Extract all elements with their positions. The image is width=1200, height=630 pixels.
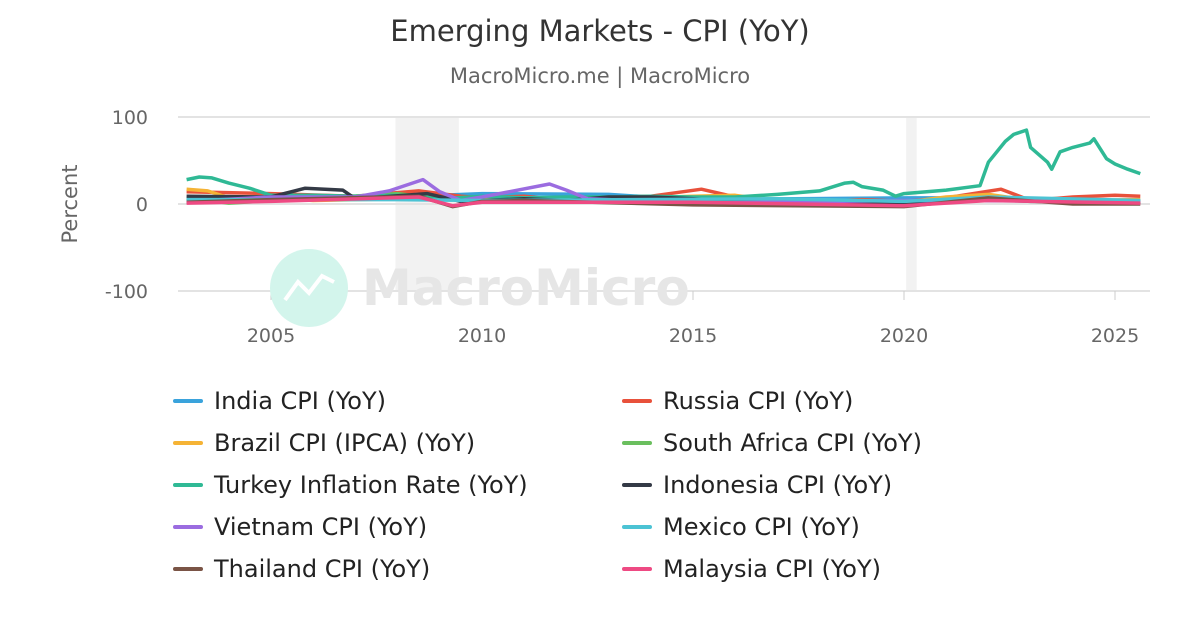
chart-title: Emerging Markets - CPI (YoY) <box>390 14 810 48</box>
legend-swatch <box>173 525 203 529</box>
legend-label: Indonesia CPI (YoY) <box>663 471 893 499</box>
legend-label: Vietnam CPI (YoY) <box>214 513 428 541</box>
legend-swatch <box>622 441 652 445</box>
legend-label: Thailand CPI (YoY) <box>214 555 431 583</box>
legend-item[interactable]: Malaysia CPI (YoY) <box>622 555 881 583</box>
legend-item[interactable]: Mexico CPI (YoY) <box>622 513 860 541</box>
legend-swatch <box>622 399 652 403</box>
legend-item[interactable]: South Africa CPI (YoY) <box>622 429 922 457</box>
y-tick-label: 0 <box>136 194 148 216</box>
legend-swatch <box>622 567 652 571</box>
legend-item[interactable]: Vietnam CPI (YoY) <box>173 513 427 541</box>
legend-label: India CPI (YoY) <box>214 387 387 415</box>
legend-item[interactable]: Turkey Inflation Rate (YoY) <box>173 471 528 499</box>
x-tick-label: 2025 <box>1091 325 1139 347</box>
chart-subtitle: MacroMicro.me | MacroMicro <box>449 64 751 88</box>
legend-item[interactable]: Brazil CPI (IPCA) (YoY) <box>173 429 475 457</box>
y-tick-label: -100 <box>105 281 148 303</box>
legend-item[interactable]: Thailand CPI (YoY) <box>173 555 430 583</box>
x-tick-label: 2010 <box>458 325 506 347</box>
legend-label: Malaysia CPI (YoY) <box>663 555 881 583</box>
legend-swatch <box>173 567 203 571</box>
legend-swatch <box>173 441 203 445</box>
legend-label: Brazil CPI (IPCA) (YoY) <box>214 429 476 457</box>
series-line-malaysia-cpi-yoy <box>186 195 1141 208</box>
legend-label: Mexico CPI (YoY) <box>663 513 860 541</box>
legend-swatch <box>622 525 652 529</box>
y-tick-label: 100 <box>112 107 148 129</box>
legend-swatch <box>173 399 203 403</box>
legend-item[interactable]: Russia CPI (YoY) <box>622 387 853 415</box>
x-tick-label: 2015 <box>669 325 717 347</box>
x-tick-label: 2020 <box>880 325 928 347</box>
y-axis-label: Percent <box>58 164 82 243</box>
legend-item[interactable]: Indonesia CPI (YoY) <box>622 471 892 499</box>
legend-label: Russia CPI (YoY) <box>663 387 854 415</box>
legend-item[interactable]: India CPI (YoY) <box>173 387 386 415</box>
legend-swatch <box>173 483 203 487</box>
watermark-logo-icon <box>283 273 335 302</box>
legend-swatch <box>622 483 652 487</box>
watermark-logo-icon <box>270 249 348 327</box>
watermark: MacroMicro <box>362 259 690 317</box>
legend-label: South Africa CPI (YoY) <box>663 429 922 457</box>
legend-label: Turkey Inflation Rate (YoY) <box>214 471 528 499</box>
x-tick-label: 2005 <box>247 325 295 347</box>
